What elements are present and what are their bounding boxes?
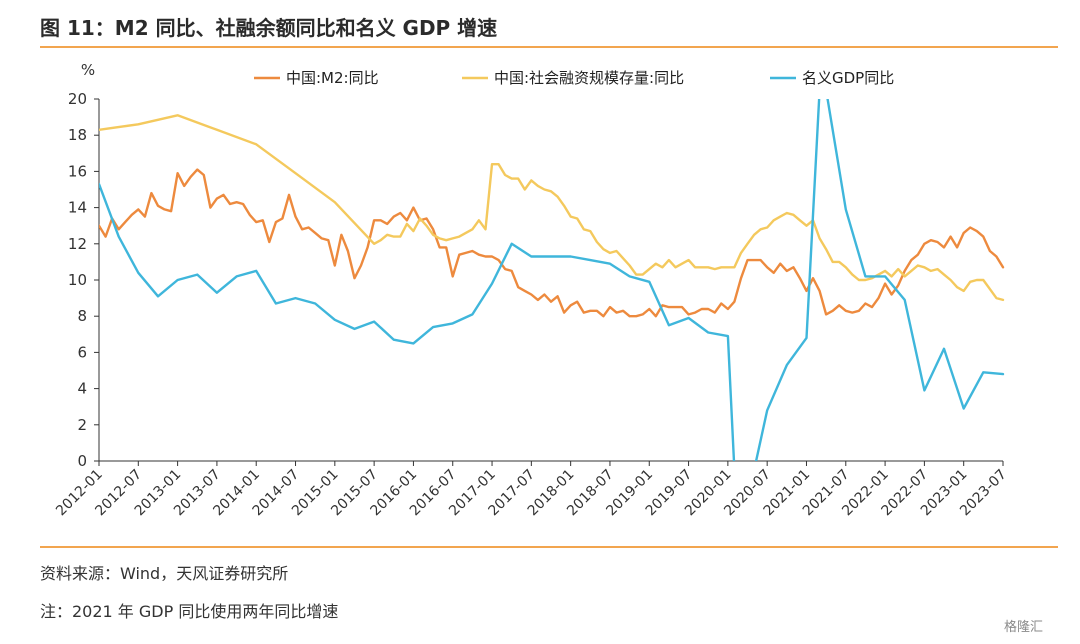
y-tick-label: 14 [68, 199, 87, 217]
chart-legend: 中国:M2:同比 中国:社会融资规模存量:同比 名义GDP同比 [254, 69, 894, 87]
y-tick-label: 12 [68, 235, 87, 253]
y-tick-label: 10 [68, 271, 87, 289]
legend-label: 名义GDP同比 [802, 69, 894, 87]
top-divider [40, 46, 1058, 48]
legend-label: 中国:M2:同比 [286, 69, 379, 87]
bottom-divider [40, 546, 1058, 548]
footnote: 注：2021 年 GDP 同比使用两年同比增速 [40, 602, 339, 621]
chart-title: 图 11：M2 同比、社融余额同比和名义 GDP 增速 [40, 16, 498, 40]
watermark-logo: 格隆汇 [1004, 620, 1044, 635]
y-unit-label: % [81, 61, 95, 79]
line-chart: 02468101214161820%2012-012012-072013-012… [53, 61, 1010, 519]
y-tick-label: 6 [77, 343, 87, 361]
series-line-1 [99, 168, 1005, 318]
series-line-3 [99, 99, 1005, 461]
y-tick-label: 8 [77, 307, 87, 325]
chart-axes: 02468101214161820%2012-012012-072013-012… [53, 61, 1010, 519]
source-note: 资料来源：Wind，天风证券研究所 [40, 564, 289, 583]
y-tick-label: 2 [77, 416, 87, 434]
y-tick-label: 20 [68, 90, 87, 108]
y-tick-label: 0 [77, 452, 87, 470]
series-line-2 [99, 114, 1005, 302]
legend-label: 中国:社会融资规模存量:同比 [494, 69, 684, 87]
y-tick-label: 16 [68, 162, 87, 180]
y-tick-label: 4 [77, 380, 87, 398]
y-tick-label: 18 [68, 126, 87, 144]
chart-series [99, 99, 1005, 461]
